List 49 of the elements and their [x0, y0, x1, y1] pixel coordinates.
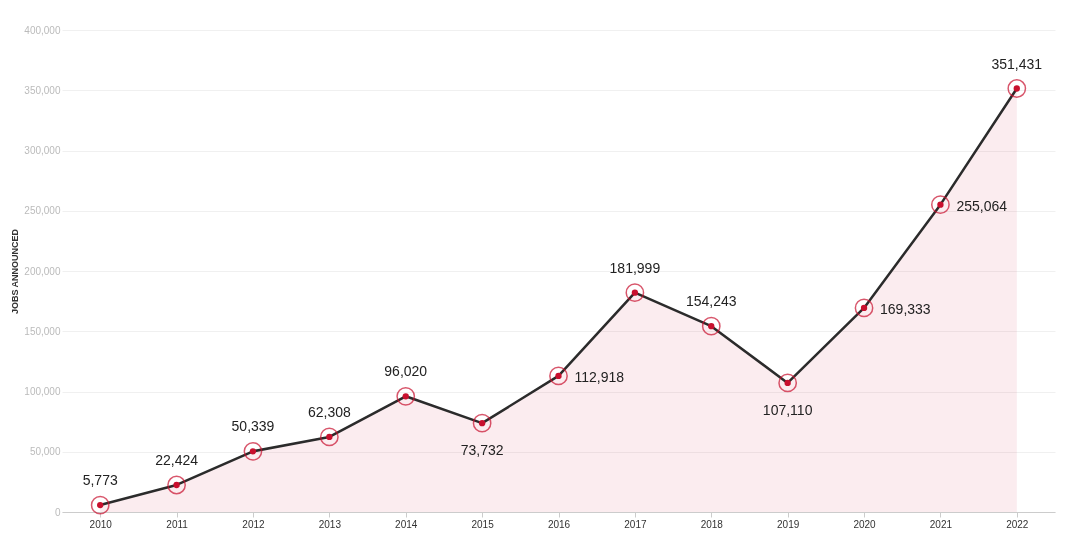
x-tick-label: 2020 [853, 518, 877, 530]
point [243, 441, 263, 461]
y-tick-label: 350,000 [24, 84, 61, 96]
point [1007, 79, 1027, 98]
x-tick-label: 2015 [471, 518, 495, 530]
x-tick-label: 2021 [929, 518, 953, 530]
data-label: 73,732 [460, 442, 504, 459]
point [931, 195, 950, 215]
data-label: 22,424 [155, 451, 199, 468]
x-tick-label: 2017 [624, 518, 647, 530]
y-tick-label: 50,000 [29, 446, 61, 458]
x-tick-label: 2014 [395, 518, 418, 530]
y-tick-label: 150,000 [24, 325, 61, 337]
y-tick-label: 200,000 [24, 265, 61, 277]
data-label: 255,064 [956, 197, 1008, 214]
data-label: 107,110 [762, 401, 813, 418]
point [549, 366, 568, 386]
data-label: 112,918 [574, 368, 625, 385]
y-tick-label: 100,000 [24, 386, 61, 397]
data-label: 62,308 [307, 403, 351, 420]
point [90, 495, 110, 515]
x-tick-label: 2013 [318, 518, 342, 530]
point [854, 298, 874, 318]
x-tick-label: 2019 [777, 518, 800, 530]
point [167, 475, 186, 495]
point [778, 373, 798, 393]
point [319, 427, 339, 447]
x-tick-label: 2018 [700, 518, 724, 530]
data-label: 154,243 [685, 293, 737, 310]
y-tick-label: 300,000 [24, 145, 61, 156]
data-label: 96,020 [384, 363, 428, 380]
point [625, 283, 645, 303]
y-tick-label: 0 [54, 506, 61, 518]
data-label: 169,333 [880, 300, 931, 317]
point [472, 413, 492, 433]
data-label: 181,999 [609, 259, 661, 276]
y-tick-label: 400,000 [24, 24, 61, 36]
data-label: 50,339 [231, 418, 275, 435]
x-tick-label: 2022 [1006, 518, 1029, 530]
y-axis-title: JOBS ANNOUNCED [10, 228, 21, 315]
point [701, 316, 721, 336]
data-label: 351,431 [991, 55, 1043, 72]
data-label: 5,773 [82, 472, 118, 489]
x-tick-label: 2016 [547, 518, 571, 530]
x-tick-label: 2010 [89, 518, 113, 530]
x-tick-label: 2012 [242, 518, 266, 530]
x-tick-label: 2011 [166, 518, 189, 530]
point [396, 386, 416, 406]
y-tick-label: 250,000 [24, 205, 61, 217]
